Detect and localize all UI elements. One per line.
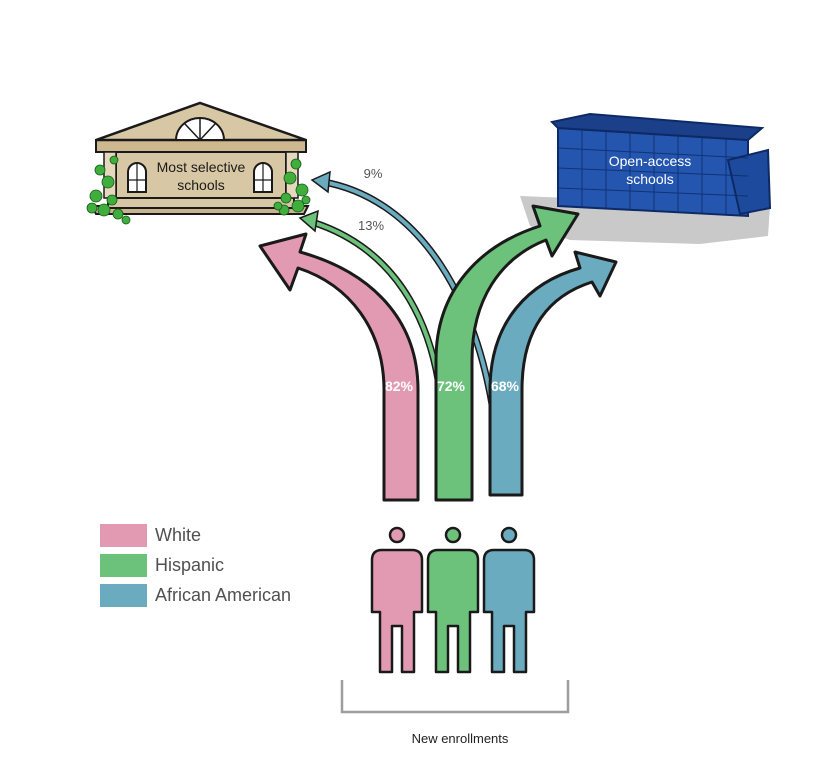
white-selective-arrow	[258, 232, 420, 502]
selective-school-building: Most selective schools	[86, 101, 311, 225]
legend-swatch-white	[100, 523, 147, 547]
hispanic-open-access-arrow	[434, 204, 580, 502]
white-pct-label: 82%	[385, 378, 414, 394]
ivy-left-icon	[86, 155, 131, 225]
legend-swatch-african-american	[100, 583, 147, 607]
legend-label-african-american: African American	[155, 584, 292, 605]
african-american-pct-label: 68%	[491, 378, 520, 394]
selective-label-line2: schools	[177, 177, 224, 193]
person-african-american-icon	[482, 526, 536, 674]
new-enrollments-label: New enrollments	[411, 731, 509, 746]
hispanic-selective-pct-label: 13%	[358, 218, 384, 233]
african-american-open-access-arrow	[488, 250, 618, 497]
legend-swatch-hispanic	[100, 553, 147, 577]
legend-item-hispanic: Hispanic	[100, 550, 291, 580]
open-access-label-line1: Open-access	[609, 153, 691, 169]
legend-item-white: White	[100, 520, 291, 550]
open-access-label-line2: schools	[626, 171, 673, 187]
african-american-selective-pct-label: 9%	[364, 166, 383, 181]
enrollment-bracket	[340, 680, 570, 714]
legend: White Hispanic African American	[100, 520, 291, 610]
ivy-right-icon	[273, 158, 311, 216]
person-hispanic-icon	[426, 526, 480, 674]
selective-label-line1: Most selective	[157, 159, 246, 175]
open-access-school-building: Open-access schools	[520, 112, 772, 244]
legend-label-hispanic: Hispanic	[155, 554, 225, 575]
legend-label-white: White	[155, 524, 202, 545]
legend-item-african-american: African American	[100, 580, 291, 610]
person-white-icon	[370, 526, 424, 674]
hispanic-pct-label: 72%	[437, 378, 466, 394]
